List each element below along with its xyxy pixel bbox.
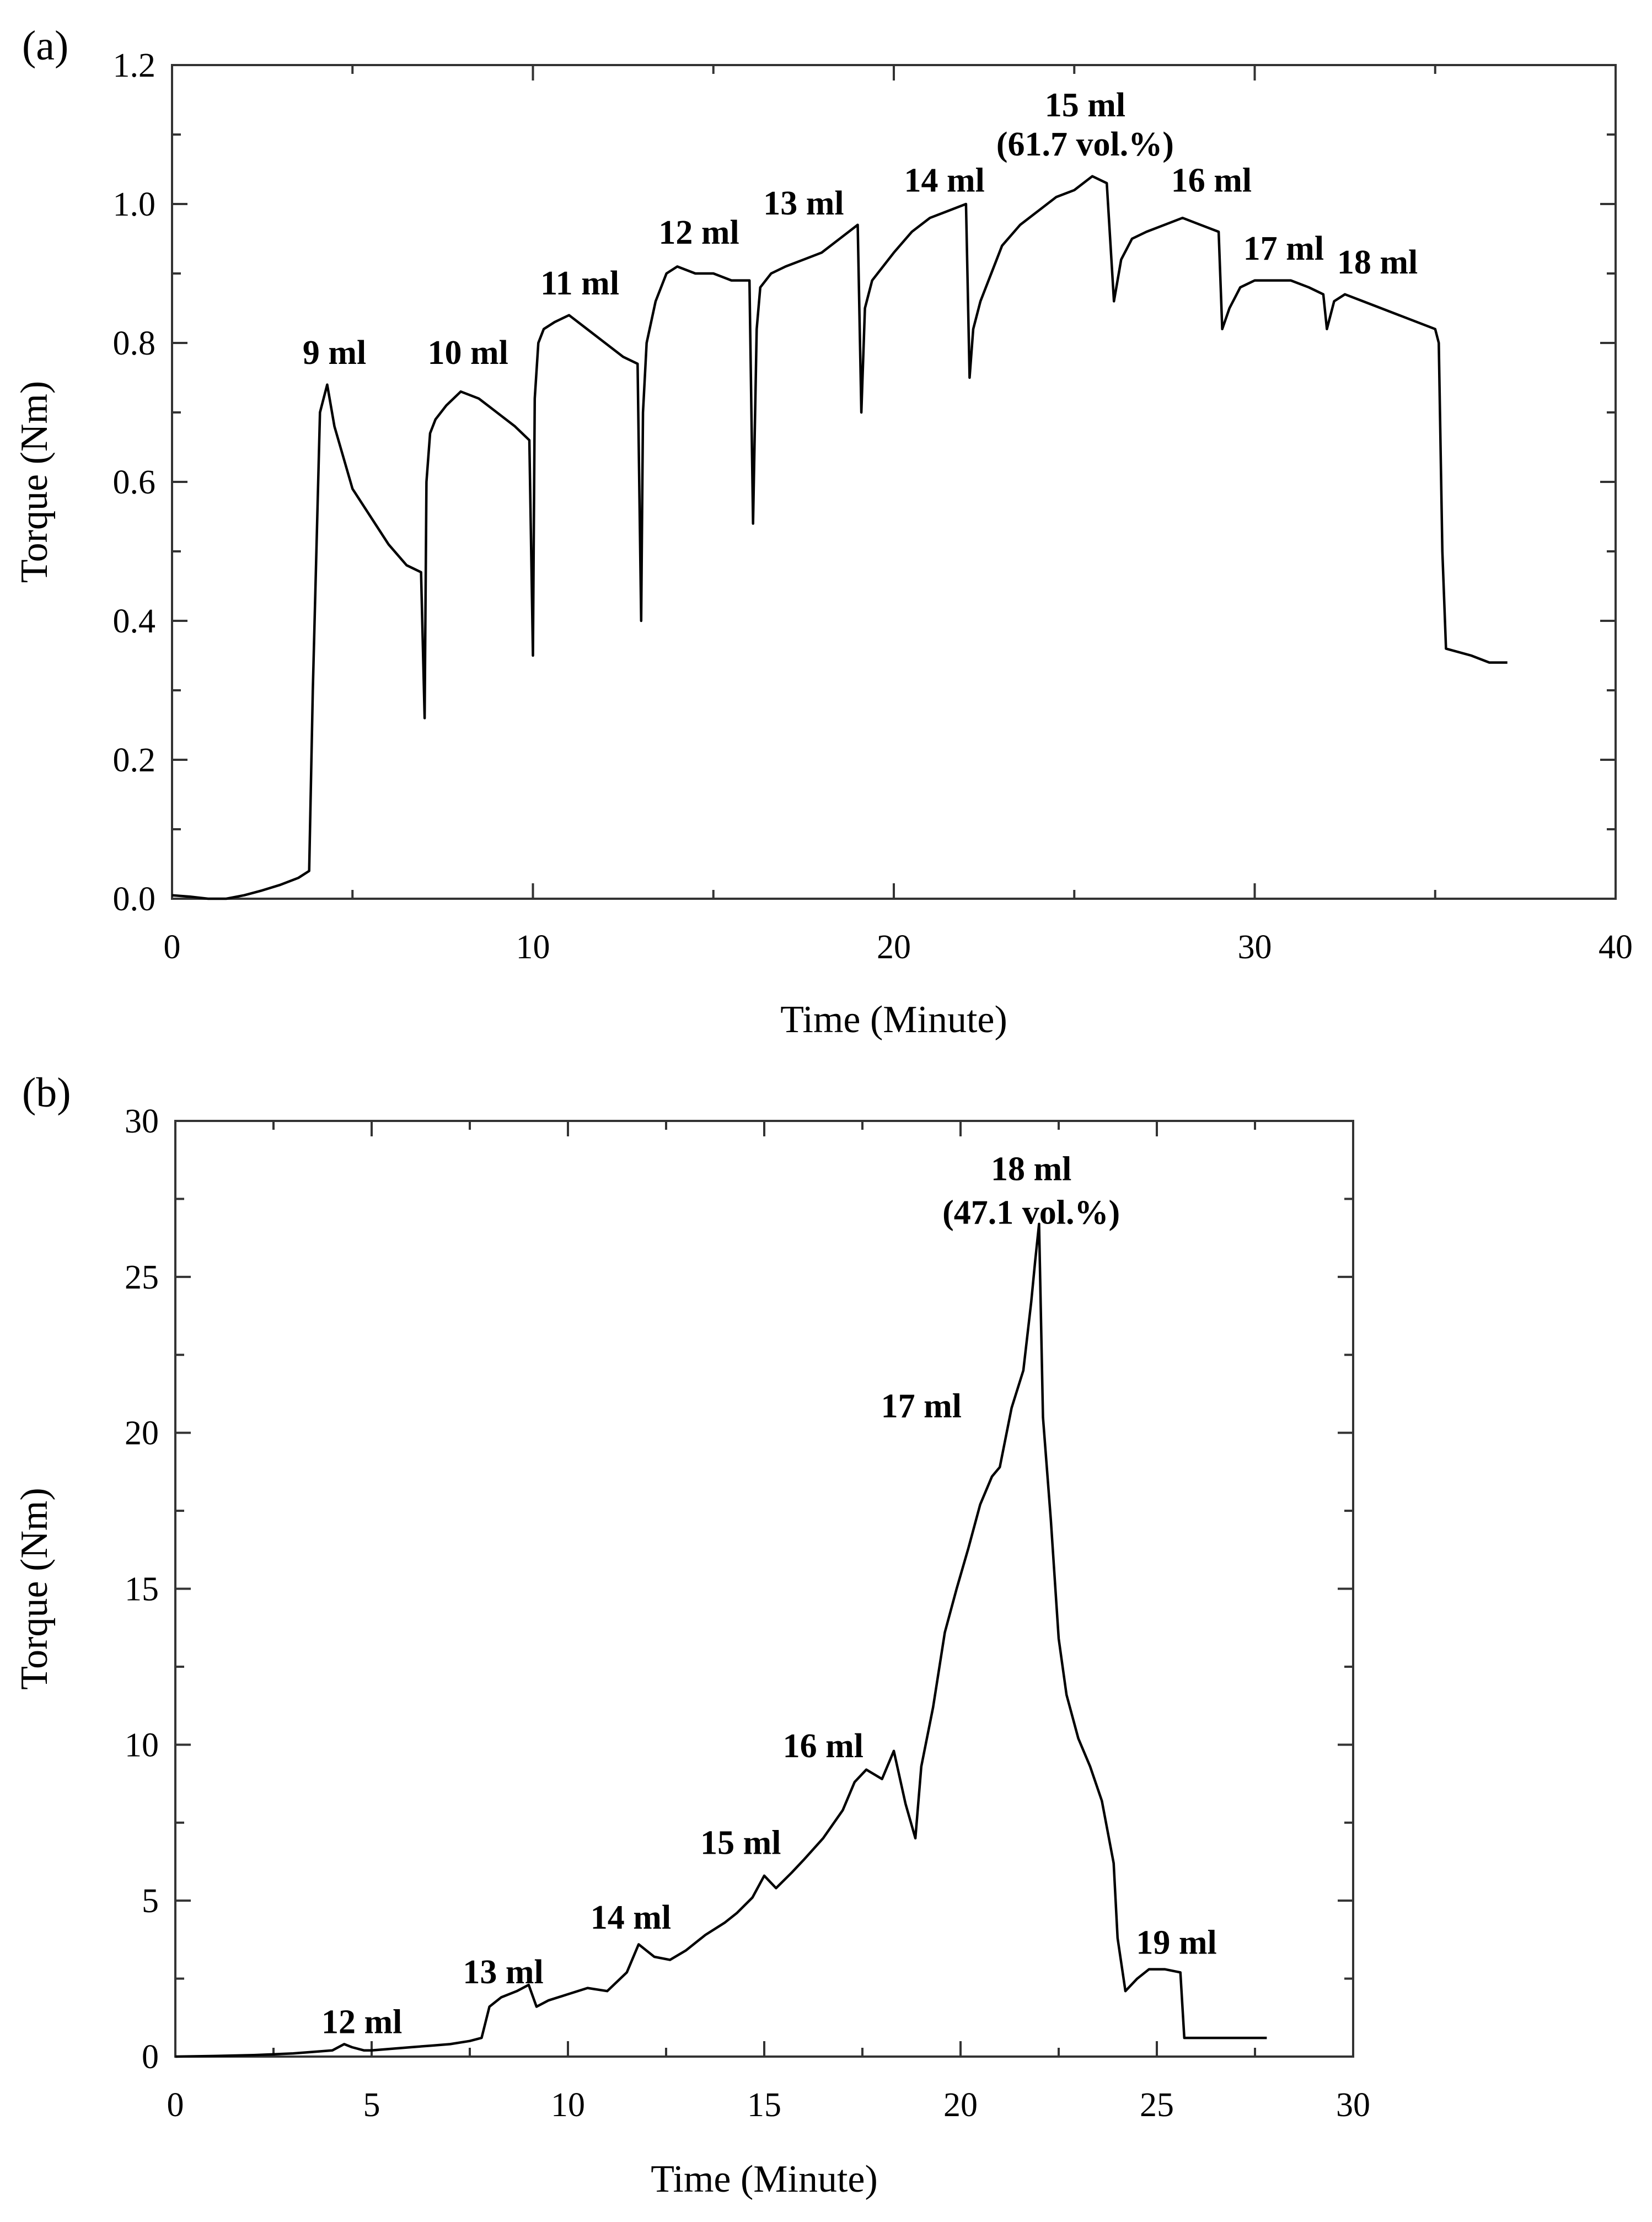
y-tick-label: 0.0	[113, 881, 156, 918]
x-tick-label: 0	[164, 928, 181, 966]
x-axis-title: Time (Minute)	[780, 999, 1007, 1041]
plot-frame	[174, 1120, 1354, 2058]
y-tick-label: 25	[125, 1259, 159, 1296]
y-tick-label: 30	[125, 1103, 159, 1140]
x-tick-label: 15	[747, 2086, 781, 2124]
x-tick-label: 40	[1599, 928, 1633, 966]
volume-annotation: 17 ml	[1243, 230, 1324, 267]
volume-annotation: 10 ml	[428, 334, 508, 372]
y-tick-label: 1.2	[113, 47, 156, 84]
volume-annotation: 15 ml	[1045, 87, 1125, 124]
x-tick-label: 0	[167, 2086, 184, 2124]
x-tick-label: 20	[877, 928, 911, 966]
y-axis-title: Torque (Nm)	[13, 1488, 56, 1689]
volume-annotation: 14 ml	[591, 1899, 671, 1936]
panel-label: (a)	[22, 23, 68, 69]
panel-a: (a) 0 10 20 30 40 0.0 0.2 0.4 0.6 0.8 1.0 1.2 Time (M…	[13, 23, 1633, 1041]
x-axis-title: Time (Minute)	[651, 2158, 878, 2200]
volume-annotation: 19 ml	[1136, 1924, 1216, 1961]
x-tick-label: 30	[1238, 928, 1272, 966]
y-tick-label: 1.0	[113, 186, 156, 223]
volume-annotation: (61.7 vol.%)	[996, 126, 1174, 163]
volume-annotation: 12 ml	[658, 214, 739, 251]
volume-annotation: 12 ml	[321, 2004, 402, 2041]
panel-b: (b) 0 5 10 15 20 25 30 0 5 10 15 20 25 30 Time (Minute)…	[13, 1070, 1370, 2200]
volume-annotation: 16 ml	[783, 1727, 863, 1765]
volume-annotation: 14 ml	[904, 162, 984, 199]
y-tick-label: 0.8	[113, 325, 156, 362]
volume-annotation: 16 ml	[1171, 162, 1252, 199]
x-tick-label: 5	[363, 2086, 380, 2124]
plot-frame	[171, 64, 1617, 900]
y-tick-label: 0	[142, 2038, 159, 2076]
y-tick-label: 0.6	[113, 464, 156, 501]
y-tick-label: 10	[125, 1726, 159, 1764]
volume-annotation: 11 ml	[540, 265, 619, 302]
y-tick-label: 20	[125, 1415, 159, 1452]
x-tick-label: 20	[943, 2086, 978, 2124]
torque-series-line	[175, 1222, 1267, 2058]
x-tick-label: 10	[516, 928, 550, 966]
x-tick-label: 30	[1336, 2086, 1370, 2124]
volume-annotation: 18 ml	[991, 1150, 1071, 1188]
y-tick-label: 5	[142, 1882, 159, 1920]
volume-annotation: 13 ml	[463, 1953, 543, 1991]
x-tick-label: 10	[551, 2086, 585, 2124]
y-axis-title: Torque (Nm)	[13, 381, 56, 583]
y-tick-label: 0.4	[113, 603, 156, 640]
volume-annotation: 9 ml	[303, 334, 366, 372]
volume-annotation: 15 ml	[700, 1824, 781, 1861]
y-tick-label: 0.2	[113, 742, 156, 779]
volume-annotation: 17 ml	[881, 1387, 962, 1425]
y-tick-label: 15	[125, 1571, 159, 1608]
x-tick-label: 25	[1140, 2086, 1174, 2124]
torque-series-line	[171, 175, 1508, 900]
panel-label: (b)	[22, 1070, 71, 1116]
volume-annotation: (47.1 vol.%)	[942, 1194, 1120, 1232]
volume-annotation: 13 ml	[763, 185, 844, 222]
volume-annotation: 18 ml	[1337, 244, 1418, 281]
